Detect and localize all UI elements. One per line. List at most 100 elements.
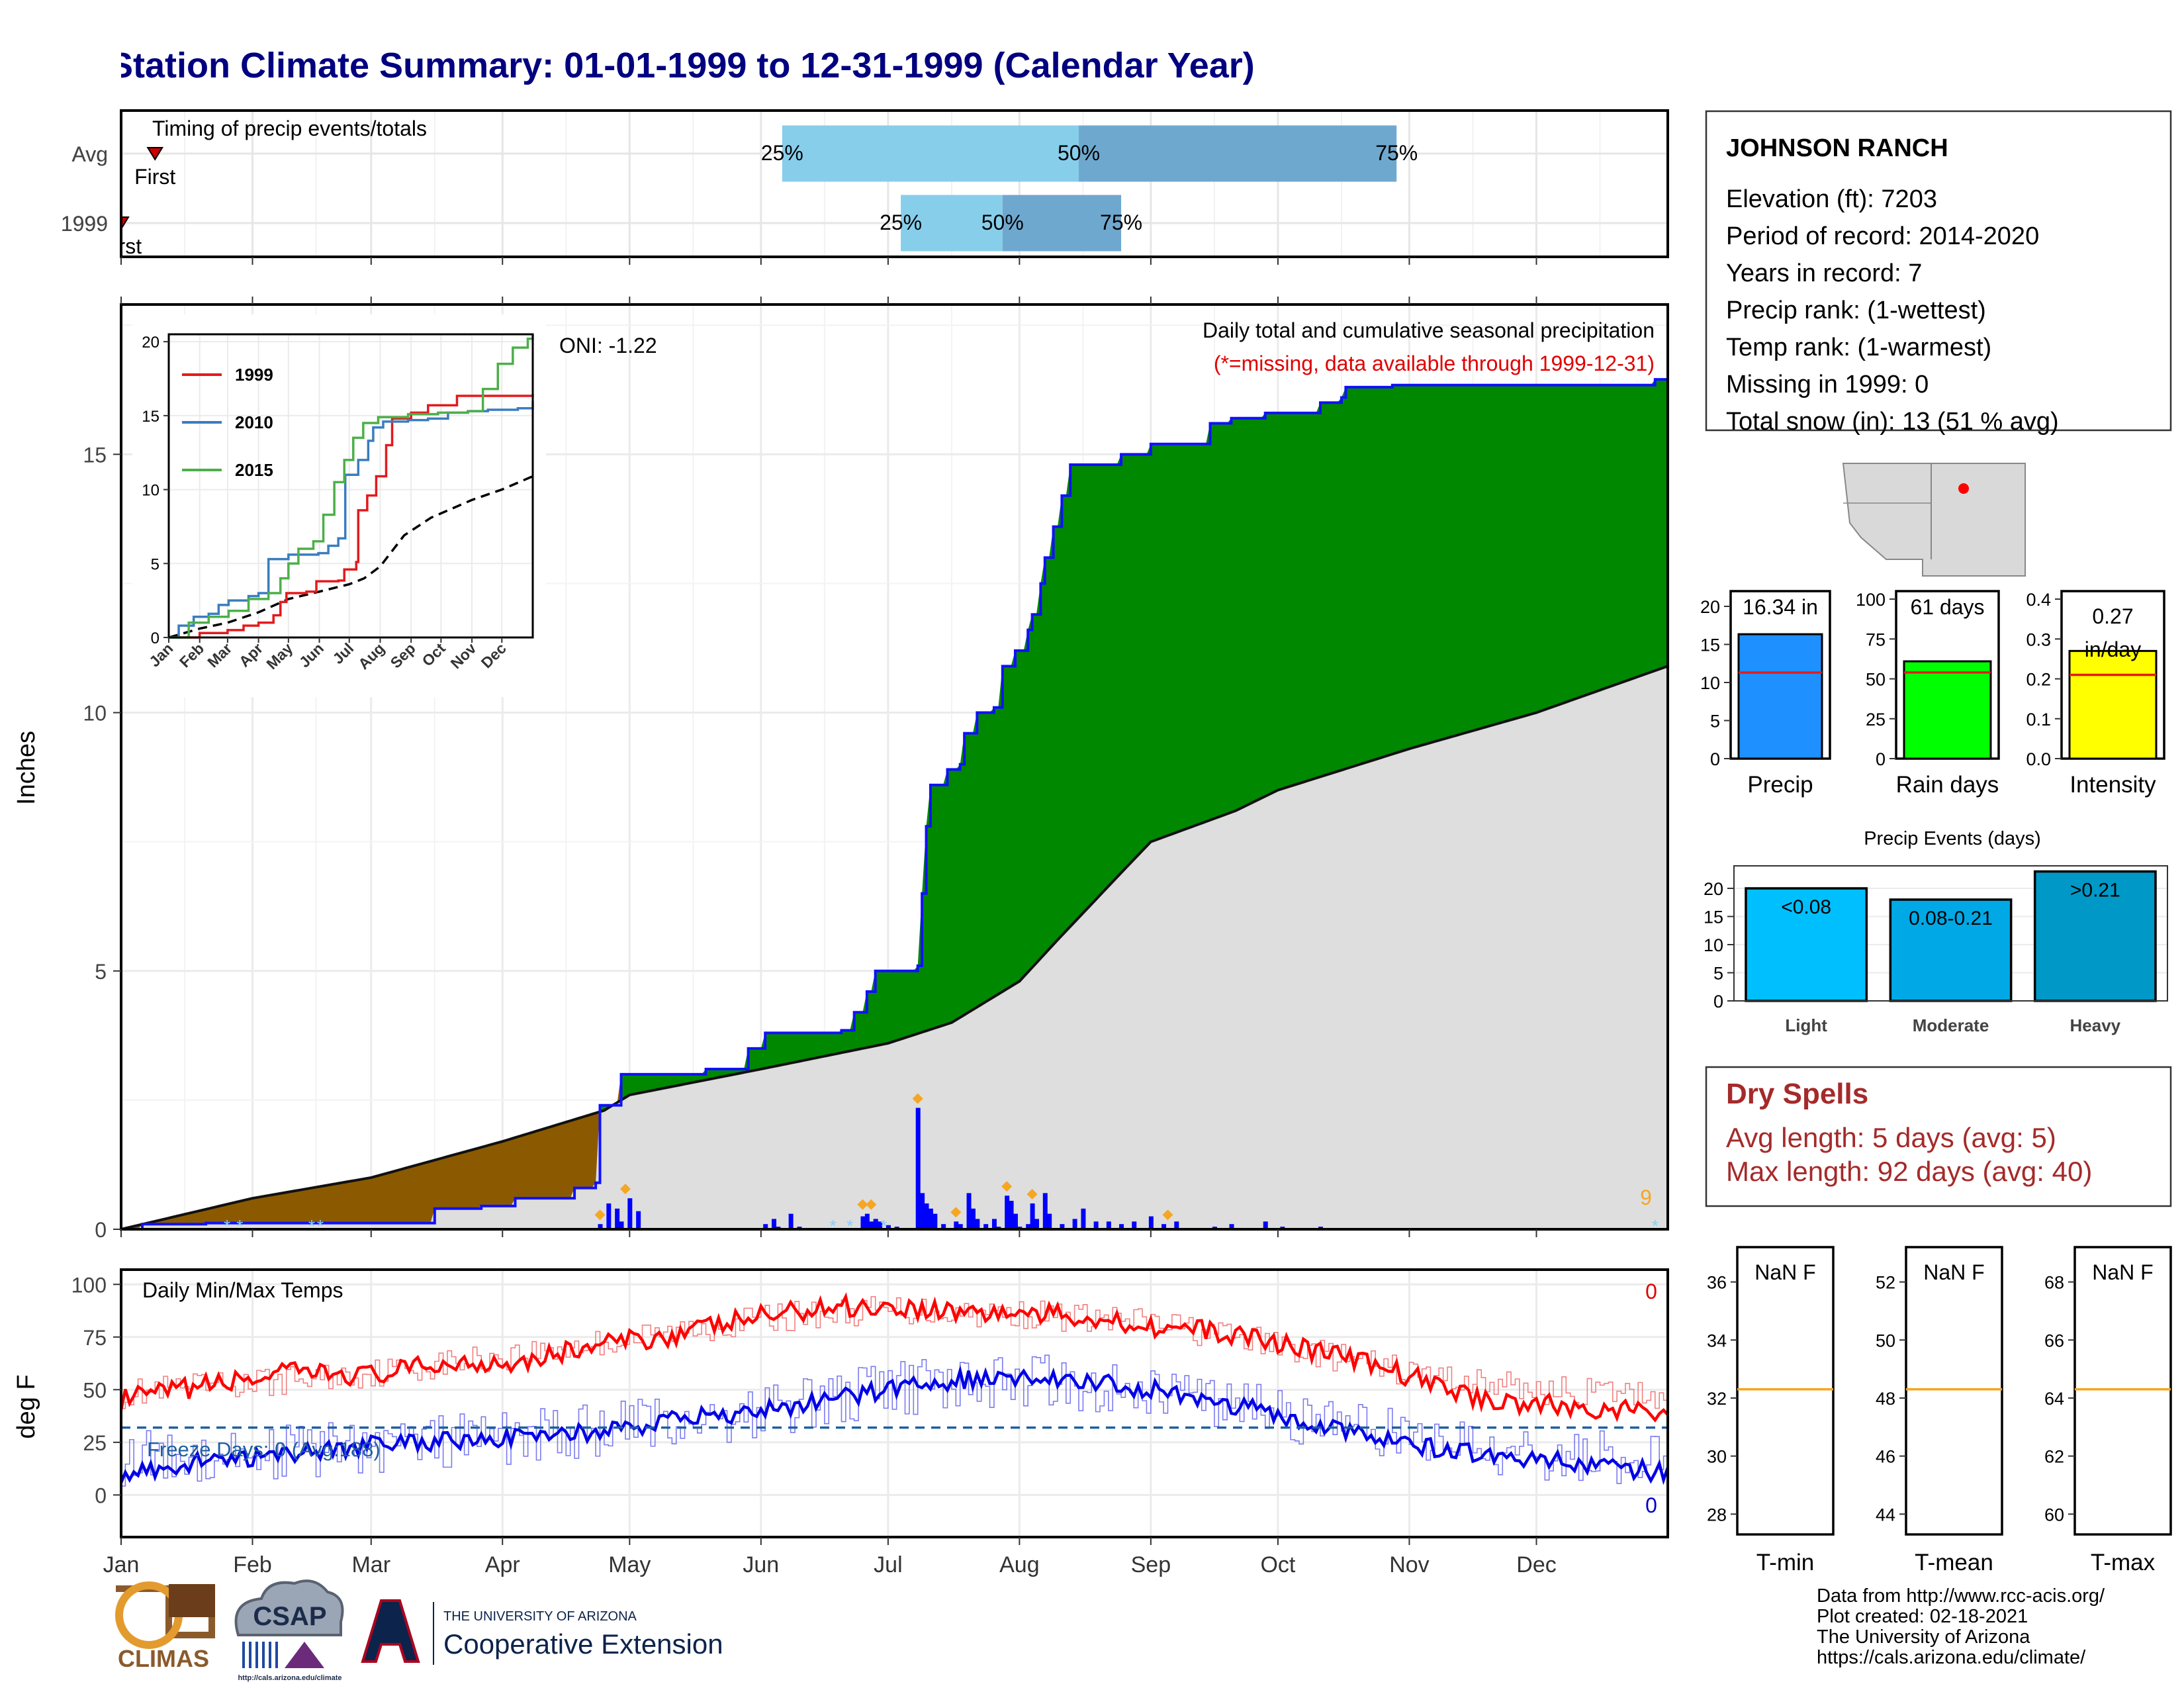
month-label: May: [608, 1552, 651, 1577]
inset-legend-label: 1999: [235, 365, 273, 385]
ua-logo-big: Cooperative Extension: [443, 1628, 723, 1660]
footer-line: https://cals.arizona.edu/climate/: [1817, 1647, 2086, 1668]
station-location-marker: [1958, 483, 1969, 494]
timing-bar-q50-q75: [1079, 125, 1397, 182]
daily-precip-bar: [1161, 1224, 1167, 1229]
big-event-marker: [950, 1207, 962, 1218]
year-cumulative-line: [121, 378, 1668, 1231]
daily-precip-bar: [966, 1193, 972, 1229]
daily-precip-bar: [1148, 1216, 1154, 1229]
daily-precip-bar: [958, 1224, 963, 1229]
daily-precip-bar: [920, 1193, 925, 1229]
daily-precip-bar: [864, 1213, 870, 1229]
temp-box-ytick-label: 52: [1876, 1273, 1895, 1293]
month-label: Oct: [1260, 1552, 1295, 1577]
avg-cumulative-line: [120, 665, 1668, 1231]
daily-precip-bar: [1132, 1221, 1137, 1229]
daily-precip-bar: [1013, 1213, 1018, 1229]
precip-events-ytick-label: 5: [1713, 964, 1723, 984]
temp-box-panel: [1905, 1246, 2003, 1536]
main-ytick-label: 10: [83, 702, 107, 726]
avg-cumulative-area: [121, 666, 1668, 1229]
daily-precip-bar: [1093, 1221, 1099, 1229]
daily-precip-bar: [869, 1221, 874, 1229]
temp-title: Daily Min/Max Temps: [142, 1278, 343, 1302]
inset-ytick-label: 15: [142, 408, 159, 426]
inset-ytick-label: 20: [142, 334, 159, 352]
month-label: Jun: [743, 1552, 779, 1577]
daily-precip-bar: [1005, 1196, 1010, 1229]
temp-box-panel: [1736, 1246, 1835, 1536]
main-ylabel: Inches: [13, 731, 40, 805]
main-ytick-label: 5: [95, 960, 107, 984]
month-label: Jul: [874, 1552, 902, 1577]
freeze-label: Freeze Days: 0 (Avg:188): [147, 1438, 381, 1461]
daily-precip-bar: [873, 1219, 878, 1229]
daily-precip-bar: [619, 1221, 624, 1229]
summary-name-label: Rain days: [1896, 772, 1999, 798]
month-label: Sep: [1131, 1552, 1171, 1577]
month-label: Apr: [485, 1552, 520, 1577]
timing-first-label: First: [134, 165, 175, 189]
missing-marker: *: [880, 1216, 887, 1236]
summary-ytick-label: 75: [1866, 630, 1886, 649]
precip-events-title: Precip Events (days): [1864, 828, 2041, 849]
daily-precip-bar: [606, 1203, 612, 1229]
temp-box-ytick-label: 66: [2044, 1331, 2064, 1350]
summary-name-label: Intensity: [2070, 772, 2156, 798]
temp-box-ytick-label: 64: [2044, 1389, 2064, 1409]
daily-precip-bar: [615, 1208, 620, 1229]
daily-precip-bar: [1030, 1203, 1035, 1229]
summary-ytick-label: 10: [1700, 673, 1720, 693]
inset-legend-label: 2015: [235, 460, 273, 480]
precip-events-border: [1733, 865, 2168, 1002]
daily-precip-bar: [636, 1211, 641, 1229]
summary-value-label: 0.27: [2092, 604, 2133, 628]
big-event-marker: [857, 1199, 868, 1210]
temp-box-ytick-label: 28: [1707, 1505, 1727, 1524]
temp-box-value: NaN F: [1754, 1260, 1815, 1284]
summary-ytick-label: 0: [1876, 749, 1886, 769]
ua-logo-mark: [361, 1599, 420, 1663]
temp-box-ytick-label: 44: [1876, 1505, 1895, 1524]
main-ytick-label: 15: [83, 443, 107, 467]
temp-box-ytick-label: 50: [1876, 1331, 1895, 1350]
month-label: Feb: [233, 1552, 272, 1577]
daily-precip-bar: [1174, 1221, 1179, 1229]
daily-precip-bar: [1060, 1224, 1065, 1229]
temp-box-ytick-label: 62: [2044, 1447, 2064, 1467]
temp-box-name: T-max: [2091, 1550, 2156, 1575]
summary-ytick-label: 20: [1700, 597, 1720, 617]
daily-max-temp-line: [119, 1292, 1669, 1423]
daily-precip-bar: [886, 1225, 891, 1229]
timing-q50-label: 50%: [981, 211, 1024, 234]
climas-logo-block: [169, 1584, 215, 1617]
temp-box-ytick-label: 34: [1707, 1331, 1727, 1350]
missing-marker: *: [224, 1216, 230, 1236]
temp-ytick-label: 100: [71, 1273, 107, 1297]
missing-marker: *: [236, 1216, 243, 1236]
summary-ytick-label: 0.1: [2026, 710, 2051, 729]
precip-events-ytick-label: 10: [1704, 935, 1723, 955]
main-caption: Daily total and cumulative seasonal prec…: [1203, 318, 1655, 342]
daily-precip-bar: [970, 1208, 976, 1229]
daily-precip-bar: [954, 1221, 959, 1229]
daily-precip-bar: [991, 1219, 997, 1229]
timing-first-marker: [146, 147, 164, 161]
csap-logo-url: http://cals.arizona.edu/climate: [238, 1674, 341, 1682]
daily-precip-bar: [627, 1198, 633, 1229]
temp-ytick-label: 25: [83, 1431, 107, 1455]
summary-ytick-label: 15: [1700, 635, 1720, 655]
big-event-marker: [1162, 1209, 1173, 1221]
timing-row-label: 1999: [61, 212, 108, 236]
dry-spells-avg: Avg length: 5 days (avg: 5): [1726, 1122, 2056, 1153]
temp-box-ytick-label: 32: [1707, 1389, 1727, 1409]
station-info-line: Temp rank: (1-warmest): [1726, 334, 1991, 361]
precip-event-value: >0.21: [2070, 880, 2120, 902]
timing-panel-border: [120, 109, 1669, 258]
temp-panel-border: [120, 1268, 1669, 1538]
timing-caption: Timing of precip events/totals: [152, 117, 427, 140]
temp-ytick-label: 50: [83, 1378, 107, 1402]
csap-logo-cloud: [234, 1579, 344, 1636]
